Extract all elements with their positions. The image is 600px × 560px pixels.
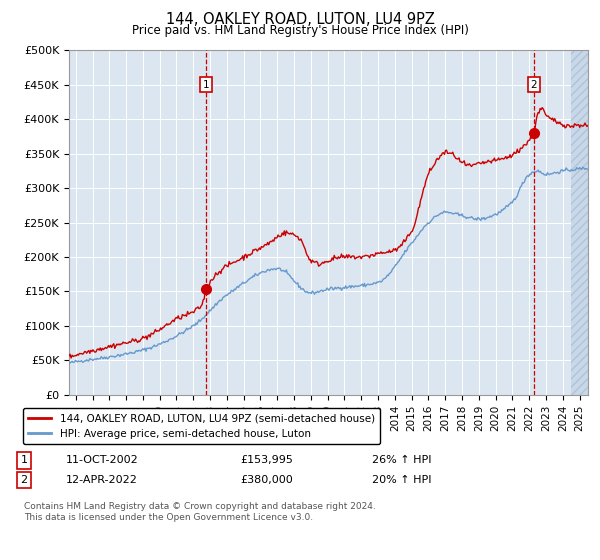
Text: Contains HM Land Registry data © Crown copyright and database right 2024.
This d: Contains HM Land Registry data © Crown c… — [24, 502, 376, 522]
Text: 144, OAKLEY ROAD, LUTON, LU4 9PZ: 144, OAKLEY ROAD, LUTON, LU4 9PZ — [166, 12, 434, 27]
Text: 2: 2 — [20, 475, 28, 485]
Text: £153,995: £153,995 — [240, 455, 293, 465]
Text: Price paid vs. HM Land Registry's House Price Index (HPI): Price paid vs. HM Land Registry's House … — [131, 24, 469, 37]
Text: 20% ↑ HPI: 20% ↑ HPI — [372, 475, 431, 485]
Bar — [571, 50, 588, 395]
Text: 1: 1 — [20, 455, 28, 465]
Text: 26% ↑ HPI: 26% ↑ HPI — [372, 455, 431, 465]
Legend: 144, OAKLEY ROAD, LUTON, LU4 9PZ (semi-detached house), HPI: Average price, semi: 144, OAKLEY ROAD, LUTON, LU4 9PZ (semi-d… — [23, 408, 380, 444]
Text: 2: 2 — [530, 80, 537, 90]
Text: 1: 1 — [203, 80, 210, 90]
Text: 11-OCT-2002: 11-OCT-2002 — [66, 455, 139, 465]
Text: £380,000: £380,000 — [240, 475, 293, 485]
Text: 12-APR-2022: 12-APR-2022 — [66, 475, 138, 485]
